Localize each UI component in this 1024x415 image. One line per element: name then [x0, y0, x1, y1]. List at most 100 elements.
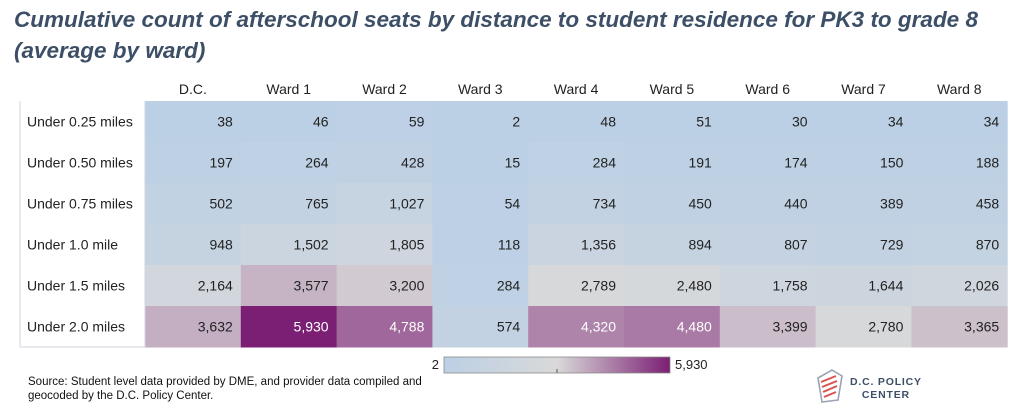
cell-value: 948: [209, 237, 233, 253]
heatmap-cell: [911, 101, 1008, 143]
heatmap-cell: [624, 183, 721, 225]
heatmap-cell: [815, 101, 912, 143]
cell-value: 188: [976, 155, 1000, 171]
dc-policy-center-logo: D.C. POLICY CENTER: [812, 366, 932, 408]
heatmap-cell: [432, 101, 529, 143]
heatmap-cell: [432, 224, 529, 266]
heatmap-cell: [145, 142, 242, 184]
row-label: Under 0.50 miles: [27, 155, 133, 171]
cell-value: 894: [688, 237, 712, 253]
cell-value: 4,788: [389, 319, 424, 335]
heatmap-cell: [528, 224, 625, 266]
cell-value: 30: [792, 114, 808, 130]
cell-value: 3,365: [964, 319, 999, 335]
column-header: Ward 2: [362, 81, 407, 97]
heatmap-cell: [719, 306, 817, 348]
cell-value: 4,320: [581, 319, 616, 335]
logo-text: D.C. POLICY CENTER: [850, 376, 922, 402]
cell-value: 502: [209, 196, 233, 212]
cell-value: 174: [784, 155, 808, 171]
legend-max-label: 5,930: [675, 357, 708, 372]
heatmap-cell: [528, 142, 625, 184]
cell-value: 2,164: [198, 278, 233, 294]
heatmap-cell: [240, 183, 338, 225]
cell-value: 150: [880, 155, 904, 171]
row-label: Under 0.75 miles: [27, 196, 133, 212]
cell-value: 2,480: [677, 278, 712, 294]
cell-value: 5,930: [294, 319, 329, 335]
cell-value: 428: [401, 155, 425, 171]
cell-value: 51: [696, 114, 712, 130]
heatmap-cell: [432, 183, 529, 225]
heatmap-cell: [336, 265, 433, 307]
heatmap-cell: [145, 265, 242, 307]
cell-value: 729: [880, 237, 904, 253]
heatmap-cell: [336, 183, 433, 225]
logo-line2: CENTER: [861, 389, 910, 401]
heatmap-cell: [336, 101, 433, 143]
heatmap-cell: [911, 183, 1008, 225]
row-label: Under 0.25 miles: [27, 114, 133, 130]
heatmap-cell: [432, 265, 529, 307]
heatmap-cell: [145, 101, 242, 143]
heatmap-cell: [815, 183, 912, 225]
cell-value: 3,632: [198, 319, 233, 335]
cell-value: 284: [593, 155, 617, 171]
cell-value: 197: [209, 155, 233, 171]
capitol-icon: [817, 369, 843, 403]
column-header: D.C.: [179, 81, 207, 97]
row-label: Under 1.0 mile: [27, 237, 118, 253]
row-label: Under 2.0 miles: [27, 319, 125, 335]
heatmap-cell: [145, 183, 242, 225]
logo-line1: D.C. POLICY: [850, 376, 922, 388]
heatmap-cell: [815, 224, 912, 266]
legend-min-label: 2: [432, 357, 439, 372]
cell-value: 2,780: [868, 319, 903, 335]
heatmap-cell: [528, 306, 625, 348]
cell-value: 450: [688, 196, 712, 212]
heatmap-cell: [719, 265, 817, 307]
heatmap-cell: [815, 142, 912, 184]
source-note: Source: Student level data provided by D…: [28, 376, 422, 402]
cell-value: 574: [497, 319, 521, 335]
heatmap-cell: [624, 101, 721, 143]
cell-value: 118: [498, 237, 521, 253]
cell-value: 3,399: [773, 319, 808, 335]
heatmap-cell: [336, 142, 433, 184]
cell-value: 284: [497, 278, 521, 294]
cell-value: 1,502: [294, 237, 329, 253]
column-header: Ward 8: [937, 81, 982, 97]
heatmap-cell: [336, 306, 433, 348]
cell-value: 734: [593, 196, 617, 212]
heatmap-cell: [528, 183, 625, 225]
heatmap-cell: [240, 101, 338, 143]
cell-value: 440: [784, 196, 808, 212]
cell-value: 48: [600, 114, 616, 130]
heatmap-cell: [336, 224, 433, 266]
cell-value: 765: [305, 196, 329, 212]
heatmap-cell: [911, 265, 1008, 307]
cell-value: 2,789: [581, 278, 616, 294]
cell-value: 1,356: [581, 237, 616, 253]
heatmap-cell: [145, 306, 242, 348]
cell-value: 15: [505, 155, 521, 171]
heatmap-cell: [432, 142, 529, 184]
heatmap-cell: [719, 183, 817, 225]
cell-value: 389: [880, 196, 904, 212]
heatmap-cell: [911, 142, 1008, 184]
column-header: Ward 6: [745, 81, 790, 97]
cell-value: 191: [688, 155, 712, 171]
column-header: Ward 3: [458, 81, 503, 97]
cell-value: 2: [512, 114, 520, 130]
column-header: Ward 7: [841, 81, 886, 97]
heatmap-cell: [911, 306, 1008, 348]
heatmap-cell: [240, 306, 338, 348]
cell-value: 46: [313, 114, 329, 130]
cell-value: 264: [305, 155, 329, 171]
column-header: Ward 4: [554, 81, 599, 97]
heatmap-cell: [145, 224, 242, 266]
heatmap-cell: [624, 142, 721, 184]
heatmap-cell: [528, 101, 625, 143]
cell-value: 807: [784, 237, 808, 253]
